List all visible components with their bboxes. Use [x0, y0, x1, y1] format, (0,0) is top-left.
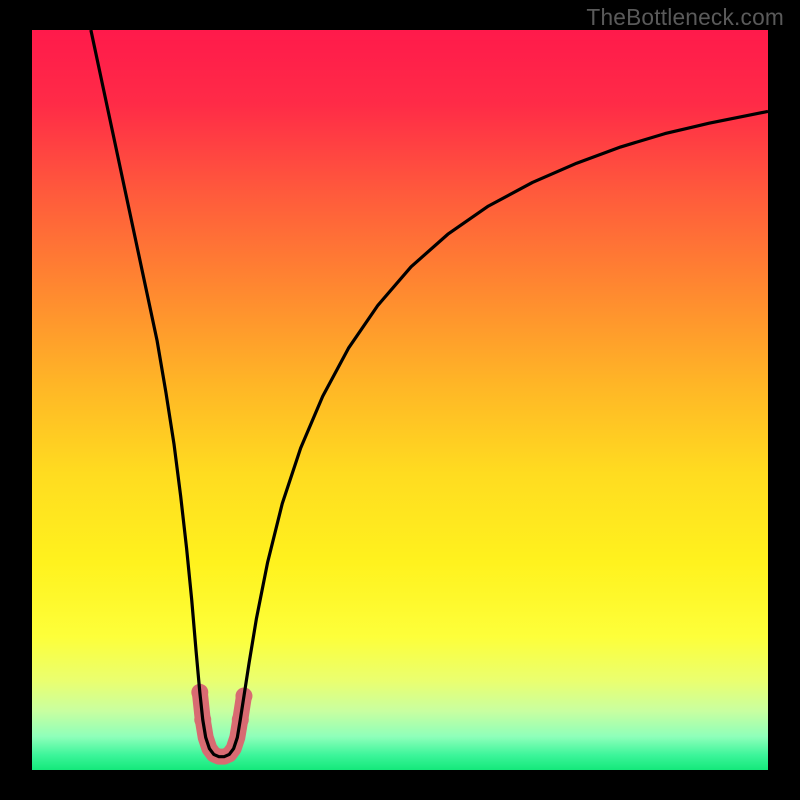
bottleneck-curve: [91, 30, 768, 757]
plot-area: [32, 30, 768, 770]
watermark-text: TheBottleneck.com: [586, 4, 784, 31]
curves-svg: [32, 30, 768, 770]
figure-frame: TheBottleneck.com: [0, 0, 800, 800]
